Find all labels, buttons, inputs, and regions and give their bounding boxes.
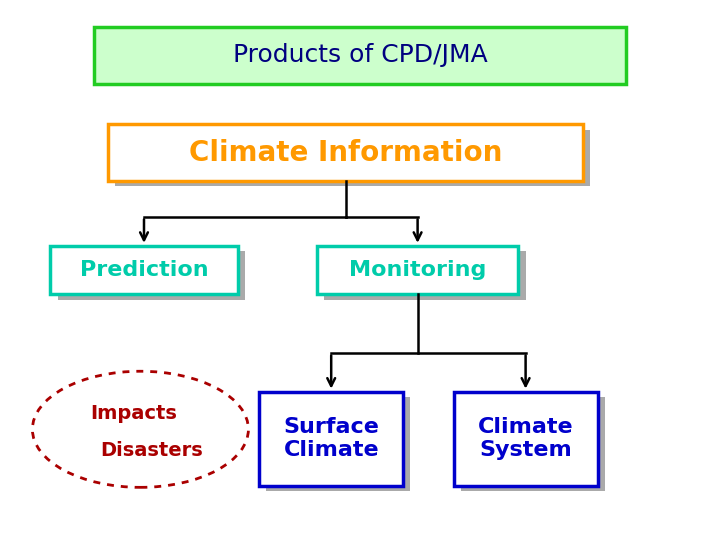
FancyBboxPatch shape [108,124,583,181]
FancyBboxPatch shape [266,397,410,491]
Text: Climate Information: Climate Information [189,139,503,166]
FancyBboxPatch shape [461,397,605,491]
Text: Disasters: Disasters [100,441,202,461]
Text: Products of CPD/JMA: Products of CPD/JMA [233,43,487,68]
FancyBboxPatch shape [259,392,403,486]
FancyBboxPatch shape [58,251,245,300]
FancyBboxPatch shape [50,246,238,294]
FancyBboxPatch shape [115,130,590,186]
Text: Prediction: Prediction [80,260,208,280]
Text: Climate
System: Climate System [478,417,573,460]
FancyBboxPatch shape [324,251,526,300]
FancyBboxPatch shape [94,27,626,84]
Text: Surface
Climate: Surface Climate [283,417,379,460]
FancyBboxPatch shape [317,246,518,294]
FancyBboxPatch shape [454,392,598,486]
Text: Impacts: Impacts [90,403,176,423]
Text: Monitoring: Monitoring [349,260,486,280]
